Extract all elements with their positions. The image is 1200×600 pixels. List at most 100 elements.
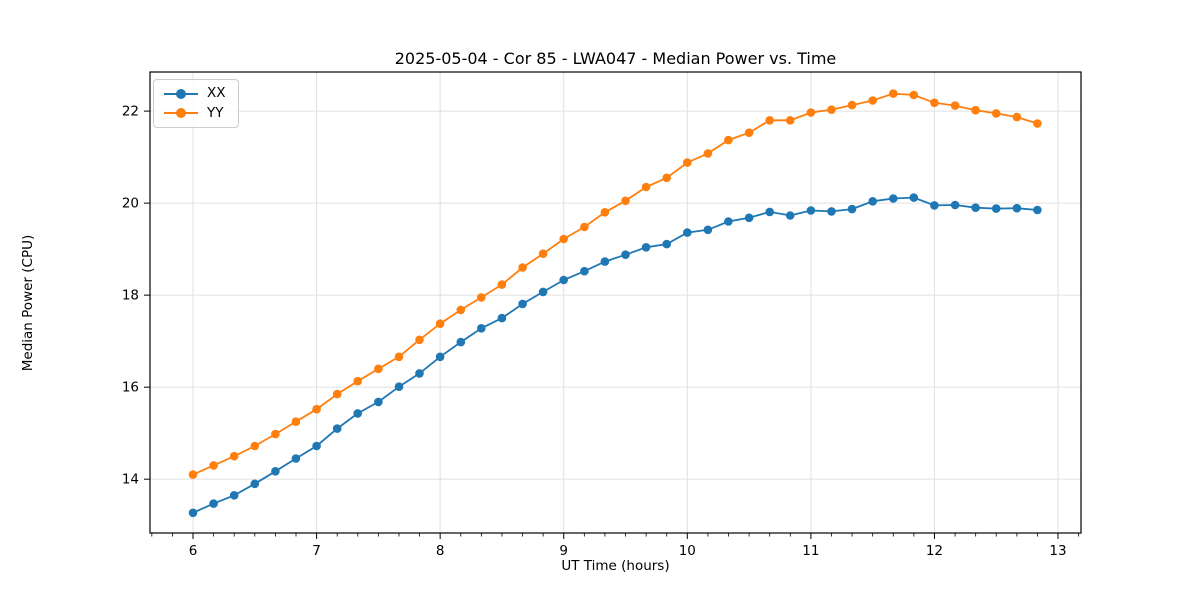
data-point-XX <box>559 275 568 285</box>
x-tick-label: 6 <box>189 543 198 559</box>
data-point-YY <box>580 222 589 232</box>
y-tick-label: 20 <box>122 196 139 212</box>
data-point-XX <box>724 217 733 226</box>
data-point-YY <box>291 417 301 427</box>
data-point-XX <box>538 287 548 297</box>
data-point-XX <box>600 257 610 266</box>
x-tick-label: 11 <box>802 543 819 559</box>
data-point-YY <box>374 364 383 374</box>
data-point-YY <box>621 196 630 206</box>
data-point-XX <box>374 397 383 407</box>
legend-marker-xx-icon <box>164 88 198 99</box>
data-point-XX <box>435 352 445 362</box>
data-point-XX <box>765 207 774 217</box>
data-point-XX <box>477 324 486 333</box>
data-point-YY <box>744 128 754 137</box>
data-point-YY <box>353 376 363 386</box>
data-point-YY <box>868 96 877 105</box>
data-point-YY <box>950 101 960 110</box>
data-point-XX <box>580 266 589 276</box>
data-point-XX <box>456 337 466 347</box>
x-tick-label: 10 <box>679 543 696 559</box>
data-point-XX <box>683 228 692 237</box>
data-point-YY <box>518 263 527 272</box>
data-point-XX <box>1033 205 1042 215</box>
x-axis-label: UT Time (hours) <box>561 558 670 574</box>
data-point-YY <box>703 149 713 158</box>
data-point-YY <box>538 249 548 258</box>
series-line-YY <box>192 92 1038 476</box>
data-point-YY <box>250 441 260 451</box>
data-point-XX <box>847 204 857 214</box>
data-point-XX <box>971 203 980 212</box>
data-point-XX <box>641 243 651 252</box>
data-point-YY <box>312 404 321 414</box>
data-point-YY <box>662 173 671 183</box>
x-tick-label: 12 <box>926 543 943 559</box>
plot-border <box>149 71 1082 534</box>
data-point-YY <box>229 451 239 461</box>
legend: XX YY <box>153 79 239 128</box>
data-point-YY <box>683 158 692 167</box>
grid-lines <box>150 72 1081 533</box>
data-point-XX <box>744 213 754 223</box>
x-tick-label: 9 <box>559 543 568 559</box>
data-point-XX <box>662 239 671 249</box>
data-point-XX <box>312 441 321 451</box>
chart-title: 2025-05-04 - Cor 85 - LWA047 - Median Po… <box>394 49 837 68</box>
series-XX <box>188 193 1042 518</box>
y-tick-label: 14 <box>122 472 139 488</box>
data-point-YY <box>1012 112 1022 122</box>
legend-label-xx: XX <box>207 85 226 101</box>
data-point-YY <box>209 461 218 470</box>
y-tick-label: 18 <box>122 288 139 304</box>
data-point-YY <box>909 90 919 100</box>
y-tick-label: 16 <box>122 380 139 396</box>
x-tick-label: 13 <box>1049 543 1066 559</box>
data-point-XX <box>209 499 218 508</box>
data-point-XX <box>889 194 898 203</box>
data-point-XX <box>394 382 404 392</box>
data-point-XX <box>991 204 1001 213</box>
data-point-XX <box>950 200 960 210</box>
data-point-XX <box>353 409 363 418</box>
y-axis-label: Median Power (CPU) <box>20 234 36 372</box>
data-point-YY <box>435 319 445 329</box>
legend-item-yy: YY <box>164 106 226 121</box>
data-point-YY <box>559 234 568 244</box>
legend-marker-yy-icon <box>164 108 198 119</box>
data-point-YY <box>930 98 939 108</box>
axis-tick-labels: 6 7 8 9 10 11 12 13 14 16 18 20 22 <box>122 104 1067 559</box>
data-point-YY <box>497 280 507 289</box>
data-point-XX <box>497 313 507 323</box>
data-point-YY <box>827 105 836 114</box>
data-point-XX <box>291 454 301 463</box>
series-YY <box>188 89 1042 479</box>
data-point-YY <box>188 470 198 479</box>
data-point-YY <box>724 135 733 145</box>
data-point-YY <box>456 305 466 315</box>
data-point-XX <box>930 201 939 210</box>
data-point-XX <box>415 369 424 378</box>
data-point-XX <box>332 424 342 433</box>
data-point-XX <box>868 197 877 206</box>
data-point-YY <box>477 293 486 302</box>
series-line-XX <box>192 196 1038 514</box>
data-point-YY <box>971 105 980 115</box>
data-point-YY <box>889 89 898 98</box>
legend-item-xx: XX <box>164 85 226 101</box>
y-tick-label: 22 <box>122 104 139 120</box>
data-point-YY <box>991 109 1001 118</box>
data-point-XX <box>271 467 280 476</box>
data-point-YY <box>641 182 651 192</box>
data-point-XX <box>703 225 713 235</box>
data-point-XX <box>785 211 795 220</box>
data-point-YY <box>394 352 404 362</box>
data-point-YY <box>765 116 774 125</box>
data-point-YY <box>847 100 857 110</box>
data-point-XX <box>909 193 919 202</box>
data-point-XX <box>621 250 630 259</box>
data-point-XX <box>518 299 527 309</box>
